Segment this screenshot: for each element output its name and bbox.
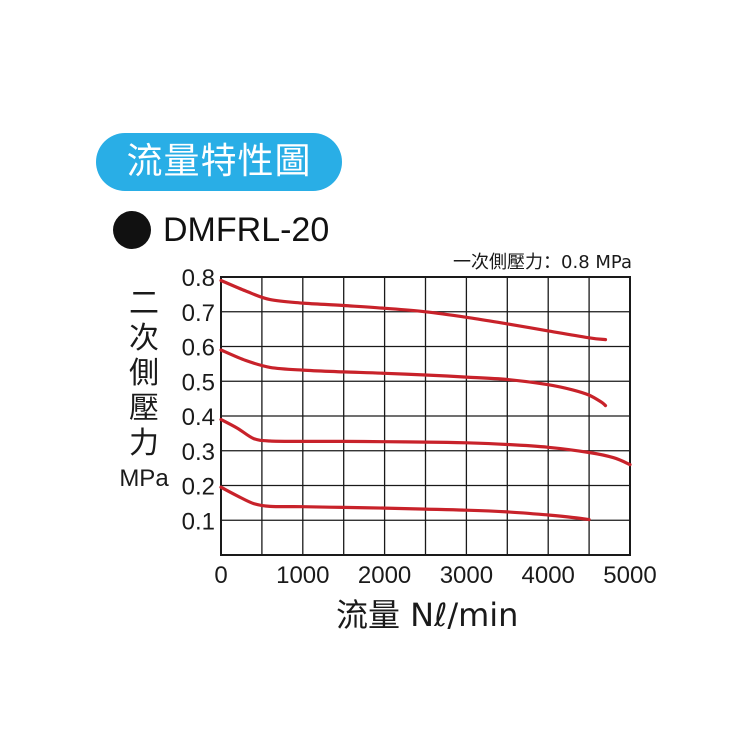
y-tick-label: 0.6	[182, 335, 215, 362]
series-line-3	[219, 417, 632, 467]
y-tick-label: 0.3	[182, 439, 215, 466]
y-tick-label: 0.4	[182, 404, 215, 431]
series-line-2	[219, 348, 608, 408]
bullet-dot-icon	[113, 211, 151, 249]
y-label-char: 側	[129, 356, 159, 391]
x-tick-label: 2000	[358, 562, 411, 589]
y-tick-label: 0.1	[182, 508, 215, 535]
y-tick-label: 0.5	[182, 369, 215, 396]
x-tick-label: 4000	[522, 562, 575, 589]
series-line-1	[219, 278, 608, 342]
y-label-char: 次	[129, 321, 159, 356]
y-tick-label: 0.2	[182, 474, 215, 501]
inlet-pressure-annotation: 一次側壓力：0.8 MPa	[453, 252, 632, 273]
y-tick-label: 0.8	[182, 265, 215, 292]
y-axis-label: 二 次 側 壓 力 MPa	[112, 286, 176, 493]
y-label-char: 二	[129, 286, 159, 321]
x-tick-label: 3000	[440, 562, 493, 589]
x-tick-label: 5000	[603, 562, 656, 589]
model-name: DMFRL-20	[163, 210, 330, 249]
model-label: DMFRL-20	[113, 208, 329, 252]
x-axis-label: 流量 Nℓ/min	[336, 596, 519, 634]
series-line-4	[219, 485, 591, 522]
y-tick-label: 0.7	[182, 300, 215, 327]
chart-title-badge: 流量特性圖	[96, 133, 342, 191]
y-label-char: 壓	[129, 391, 159, 426]
y-label-char: 力	[129, 426, 159, 461]
y-axis-unit: MPa	[119, 465, 169, 492]
x-tick-label: 0	[214, 562, 227, 589]
x-tick-label: 1000	[276, 562, 329, 589]
